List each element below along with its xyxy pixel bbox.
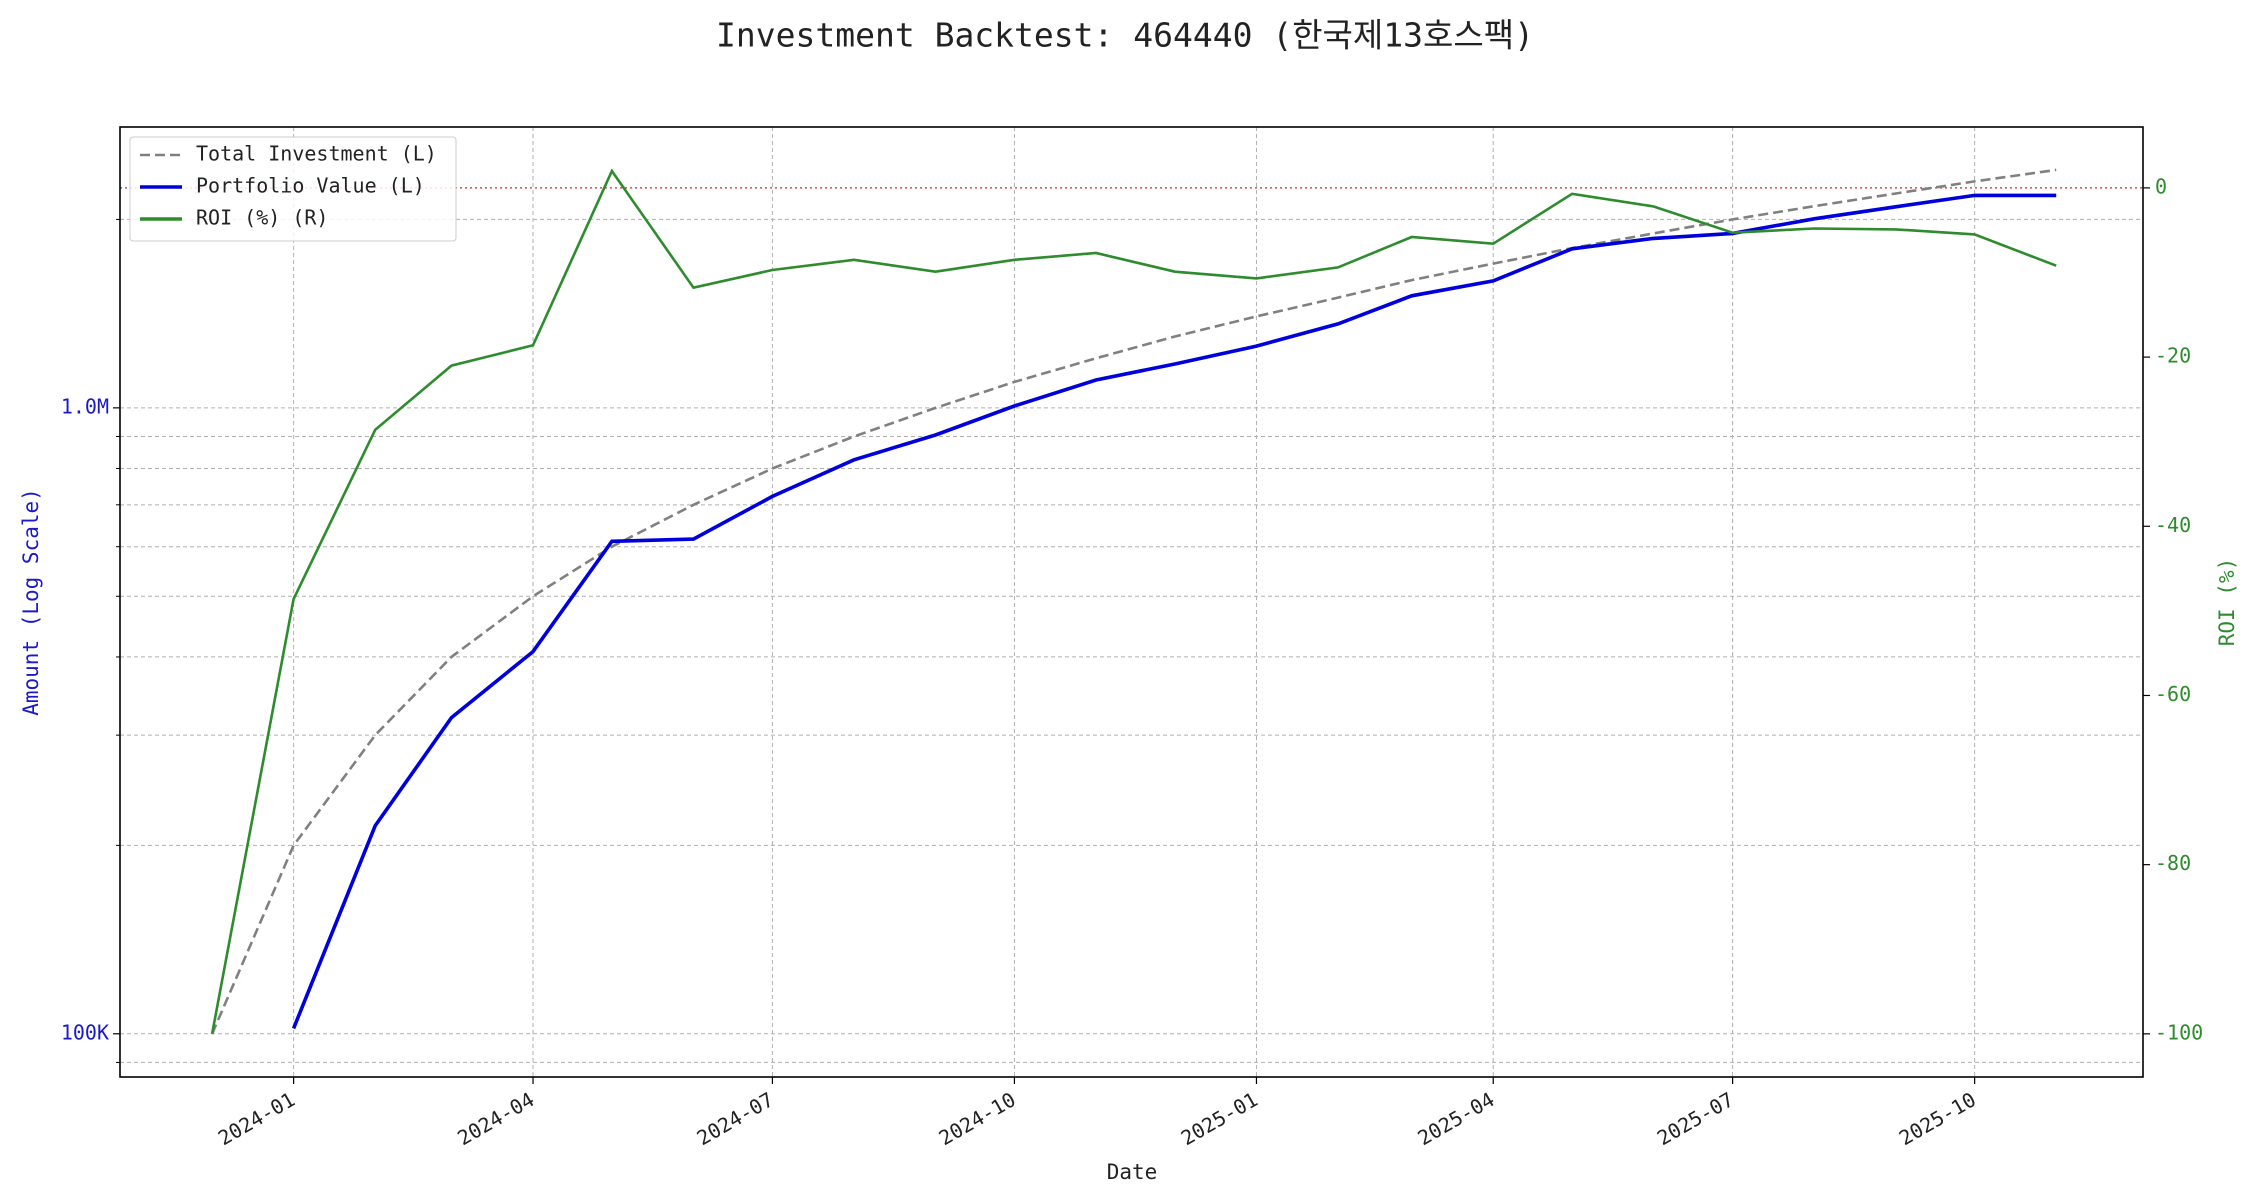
legend-label: Portfolio Value (L) [196,174,425,198]
y2-tick-label: -20 [2155,344,2191,368]
legend-label: Total Investment (L) [196,142,437,166]
x-tick-label: 2024-10 [935,1087,1020,1150]
y-tick-label: 100K [61,1020,109,1044]
y2-tick-label: -60 [2155,682,2191,706]
y2-tick-label: 0 [2155,174,2167,198]
legend-box [129,136,457,242]
series-line [291,193,2057,1030]
plot-frame [119,126,2144,1078]
x-tick-label: 2024-01 [214,1087,299,1150]
y2-tick-label: -80 [2155,851,2191,875]
y2-tick-label: -100 [2155,1020,2203,1044]
x-tick-label: 2024-04 [453,1087,538,1150]
series-line [210,168,2057,1035]
x-tick-label: 2024-07 [693,1087,778,1150]
x-axis-label: Date [1107,1160,1158,1184]
y-axis-label: Amount (Log Scale) [19,488,43,716]
x-tick-label: 2025-07 [1653,1087,1738,1150]
legend-label: ROI (%) (R) [196,206,328,230]
y2-axis-label: ROI (%) [2215,558,2239,647]
y2-tick-label: -40 [2155,513,2191,537]
x-tick-label: 2025-01 [1177,1087,1262,1150]
x-tick-label: 2025-04 [1413,1087,1498,1150]
x-tick-label: 2025-10 [1895,1087,1980,1150]
y-tick-label: 1.0M [61,394,109,418]
series-line [210,168,2057,1035]
chart-title: Investment Backtest: 464440 (한국제13호스팩) [716,16,1534,55]
